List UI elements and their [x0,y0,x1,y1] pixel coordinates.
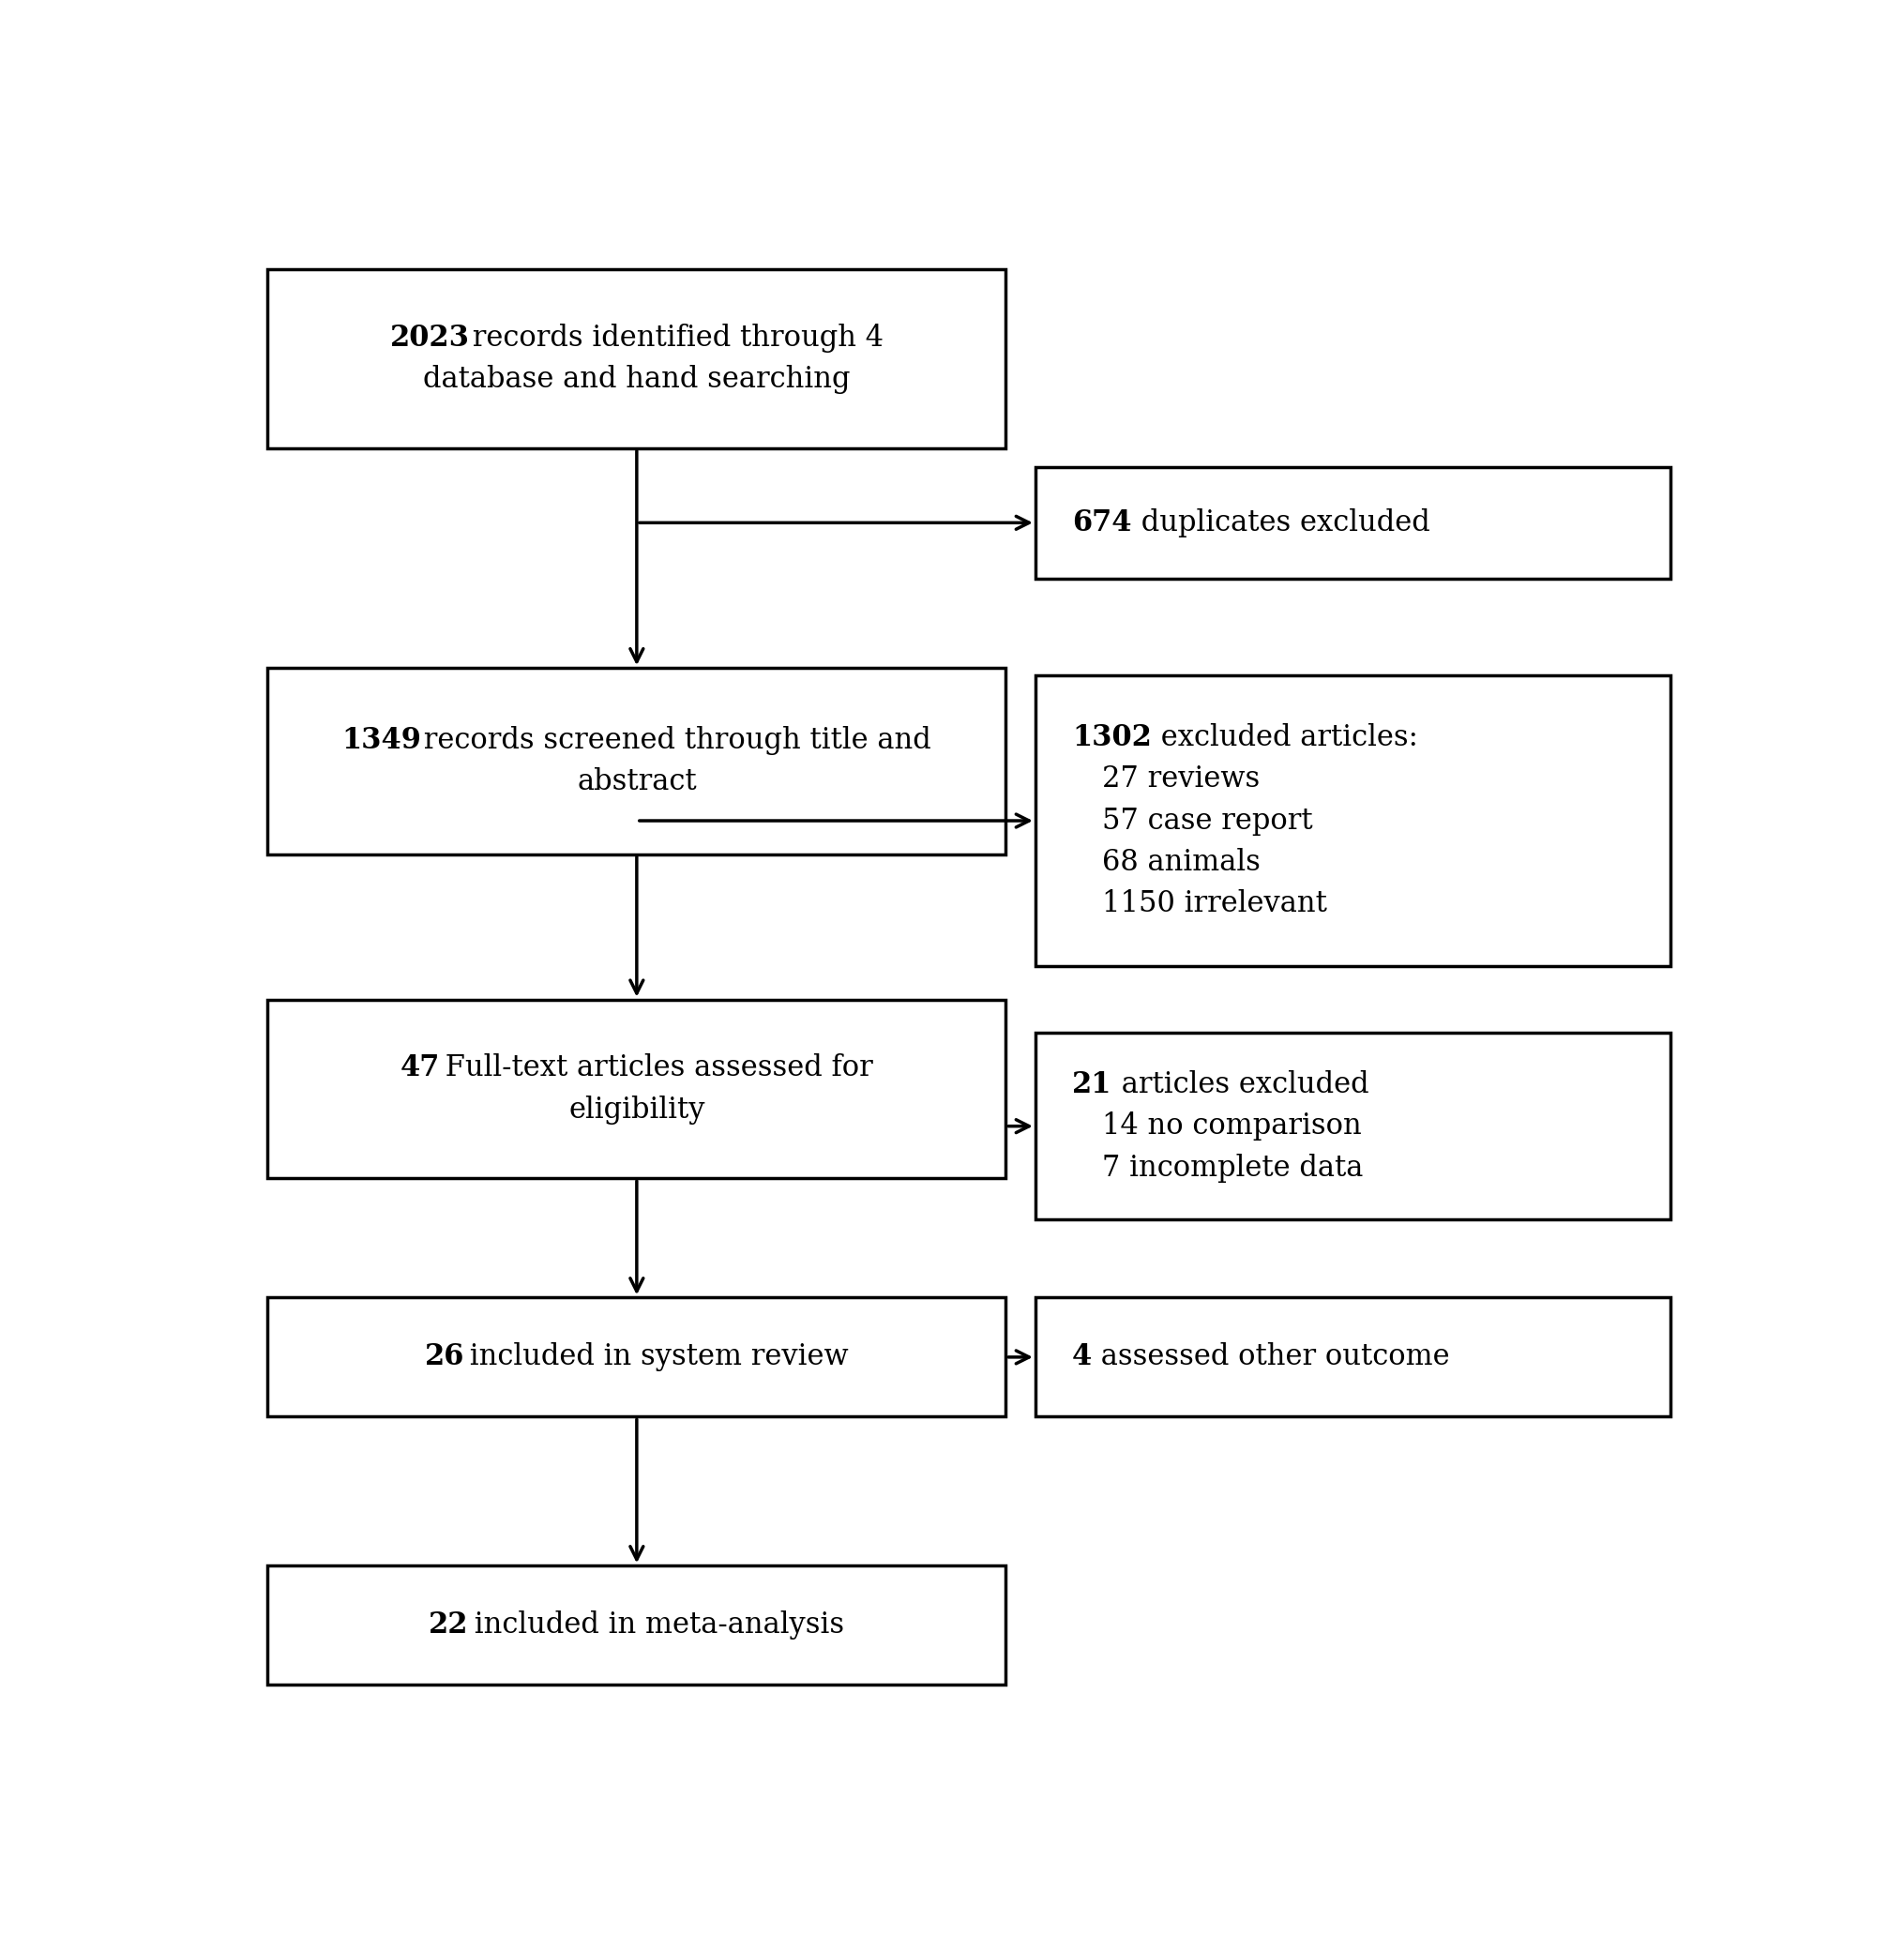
Text: records screened through title and: records screened through title and [415,726,931,755]
Bar [1036,1033,1670,1219]
Text: 7 incomplete data: 7 incomplete data [1101,1153,1361,1182]
Text: 22: 22 [428,1610,468,1639]
Text: 1150 irrelevant: 1150 irrelevant [1101,890,1325,919]
Bar [1036,675,1670,966]
Bar [267,269,1005,449]
Bar [267,1298,1005,1416]
Text: 68 animals: 68 animals [1101,848,1260,877]
Text: 2023: 2023 [390,323,470,352]
Text: 21: 21 [1072,1070,1112,1099]
Text: duplicates excluded: duplicates excluded [1131,509,1430,538]
Bar [267,668,1005,853]
Text: 674: 674 [1072,509,1131,538]
Text: included in system review: included in system review [461,1343,849,1372]
Text: 27 reviews: 27 reviews [1101,764,1259,793]
Text: 57 case report: 57 case report [1101,807,1312,836]
Text: 14 no comparison: 14 no comparison [1101,1111,1361,1142]
Text: assessed other outcome: assessed other outcome [1091,1343,1449,1372]
Bar [1036,466,1670,579]
Bar [267,1000,1005,1178]
Bar [1036,1298,1670,1416]
Text: records identified through 4: records identified through 4 [463,323,883,352]
Text: database and hand searching: database and hand searching [423,366,849,395]
Text: abstract: abstract [577,768,697,797]
Text: articles excluded: articles excluded [1112,1070,1367,1099]
Text: excluded articles:: excluded articles: [1152,724,1417,753]
Text: eligibility: eligibility [567,1095,704,1124]
Text: included in meta-analysis: included in meta-analysis [465,1610,843,1639]
Text: 47: 47 [400,1053,440,1082]
Text: 1302: 1302 [1072,724,1152,753]
Text: 4: 4 [1072,1343,1091,1372]
Text: 26: 26 [425,1343,465,1372]
Text: Full-text articles assessed for: Full-text articles assessed for [436,1053,872,1082]
Bar [267,1565,1005,1685]
Text: 1349: 1349 [343,726,421,755]
